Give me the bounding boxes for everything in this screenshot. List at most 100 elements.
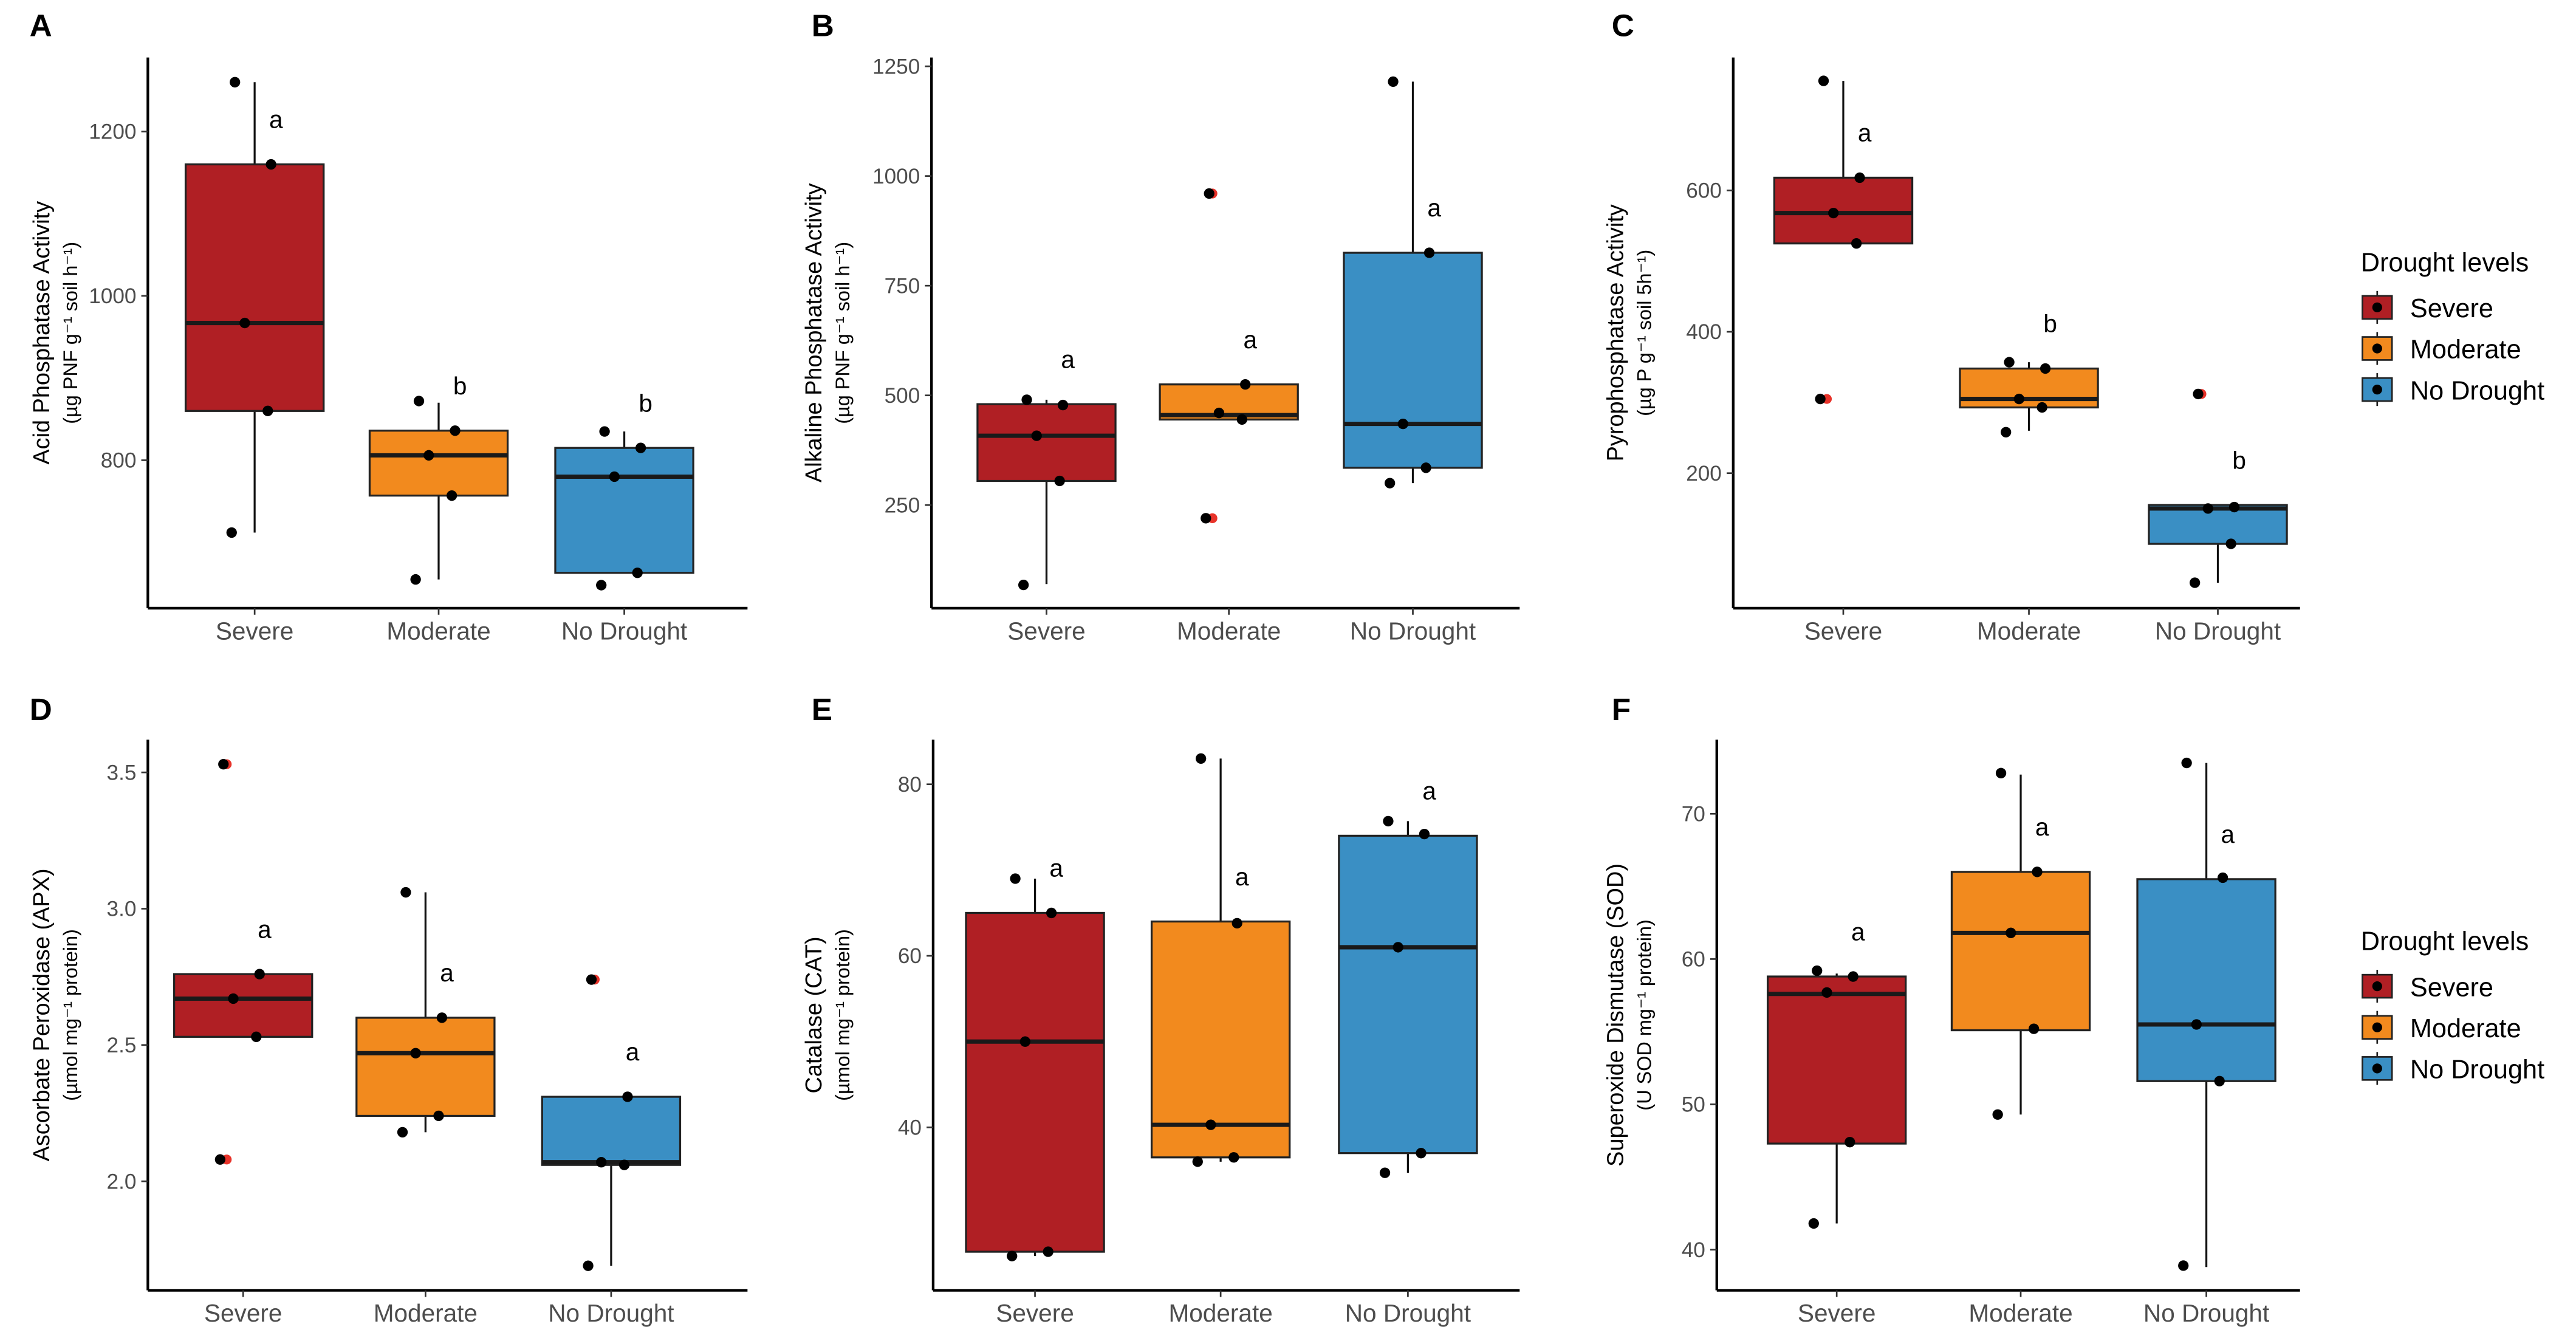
data-point (1236, 414, 1247, 425)
data-point (228, 993, 239, 1004)
data-point (632, 568, 643, 578)
data-point (586, 974, 597, 985)
box-iqr (1343, 252, 1483, 469)
data-point (1007, 1251, 1018, 1261)
data-point (1204, 188, 1214, 199)
legend-item-label: Severe (2410, 294, 2493, 323)
y-axis-units: (µg P g⁻¹ soil 5h⁻¹) (1634, 250, 1656, 416)
data-point (1821, 987, 1832, 998)
panel-label: A (30, 8, 52, 43)
significance-letter: a (2035, 813, 2049, 841)
x-tick-label: Severe (1007, 617, 1085, 645)
data-point (1010, 873, 1021, 884)
data-point (618, 1159, 630, 1170)
data-point (1018, 579, 1029, 591)
y-axis-title: Pyrophosphatase Activity (1603, 204, 1629, 461)
y-axis-title: Superoxide Dismutase (SOD) (1603, 863, 1629, 1167)
legend-item-moderate: Moderate (2362, 1010, 2521, 1044)
data-point (433, 1110, 444, 1122)
significance-letter: a (1422, 777, 1436, 805)
legend-item-label: No Drought (2410, 1055, 2544, 1085)
box-group-moderate: Moderate b (368, 372, 509, 645)
data-point (2202, 503, 2213, 514)
panel-label: D (30, 691, 52, 727)
box-iqr (1773, 176, 1914, 245)
significance-letter: a (1858, 119, 1872, 147)
box-group-no-drought: No Drought a (1343, 76, 1483, 645)
data-point (1388, 76, 1399, 87)
data-point (1240, 379, 1251, 390)
box-group-no-drought: No Drought b (554, 389, 694, 645)
box-iqr (2136, 878, 2276, 1082)
box-group-no-drought: No Drought a (1338, 777, 1478, 1327)
data-point (1854, 172, 1865, 184)
box-iqr (1950, 871, 2091, 1032)
data-point (2004, 357, 2015, 368)
data-point (1808, 1218, 1819, 1229)
box-group-moderate: Moderate a (1150, 753, 1291, 1327)
x-tick-label: Moderate (1977, 617, 2081, 645)
box-iqr (2148, 504, 2288, 545)
data-point (1196, 753, 1207, 764)
x-tick-label: No Drought (1345, 1299, 1471, 1327)
y-tick-label: 1000 (89, 284, 136, 308)
y-tick-label: 1200 (89, 120, 136, 144)
data-point (1848, 971, 1858, 982)
legend-item-severe: Severe (2362, 290, 2493, 324)
data-point (596, 1157, 607, 1168)
legend-title: Drought levels (2361, 248, 2529, 277)
y-tick-label: 250 (885, 493, 920, 517)
data-point (1231, 918, 1242, 929)
data-point (635, 442, 646, 453)
box-iqr (541, 1096, 682, 1166)
data-point (1205, 1119, 1216, 1130)
y-tick-label: 40 (1682, 1238, 1705, 1262)
y-axis-units: (µg PNF g⁻¹ soil h⁻¹) (832, 242, 854, 424)
y-tick-label: 50 (1682, 1093, 1705, 1117)
legend-drought-levels: Drought levels Severe Moderate No Drought (2361, 927, 2544, 1085)
data-point (2036, 402, 2047, 413)
x-tick-label: No Drought (2155, 617, 2281, 645)
box-iqr (554, 447, 694, 574)
legend-item-severe: Severe (2362, 970, 2493, 1003)
y-tick-label: 1250 (872, 55, 920, 78)
data-point (214, 1154, 225, 1165)
x-tick-label: Severe (204, 1299, 282, 1327)
data-point (622, 1091, 633, 1102)
legend-key-point (2372, 302, 2382, 312)
legend-item-no-drought: No Drought (2362, 373, 2544, 407)
box-group-moderate: Moderate b (1959, 310, 2099, 645)
x-tick-label: Moderate (1169, 1299, 1273, 1327)
significance-letter: a (1235, 863, 1249, 891)
x-tick-label: Moderate (374, 1299, 478, 1327)
data-point (583, 1260, 594, 1271)
panel-F: F 40 50 60 70 Superoxide Dismutase (SOD) (U SO… (1603, 691, 2300, 1327)
data-point (2214, 1076, 2225, 1086)
data-point (1213, 407, 1225, 419)
x-tick-label: Severe (1798, 1299, 1875, 1327)
legend-item-no-drought: No Drought (2362, 1052, 2544, 1085)
significance-letter: a (258, 915, 272, 943)
data-point (265, 159, 276, 170)
box-group-severe: Severe a (976, 345, 1117, 645)
data-point (1383, 815, 1394, 827)
x-tick-label: Moderate (1968, 1299, 2072, 1327)
data-point (2217, 872, 2228, 883)
data-point (1057, 399, 1069, 411)
box-group-moderate: Moderate a (1950, 767, 2091, 1327)
box-group-severe: Severe a (173, 759, 313, 1327)
legend-key-point (2372, 343, 2382, 354)
data-point (1043, 1246, 1053, 1257)
x-tick-label: No Drought (1350, 617, 1476, 645)
box-group-no-drought: No Drought a (2136, 757, 2276, 1327)
x-tick-label: Severe (216, 617, 293, 645)
box-iqr (976, 403, 1117, 482)
y-tick-label: 750 (885, 274, 920, 298)
panel-label: C (1612, 8, 1634, 43)
legend-item-label: Severe (2410, 973, 2493, 1002)
data-point (400, 887, 411, 898)
significance-letter: a (1244, 326, 1258, 354)
data-point (262, 405, 273, 416)
legend-key-point (2372, 1063, 2382, 1074)
box-group-no-drought: No Drought b (2148, 388, 2288, 645)
